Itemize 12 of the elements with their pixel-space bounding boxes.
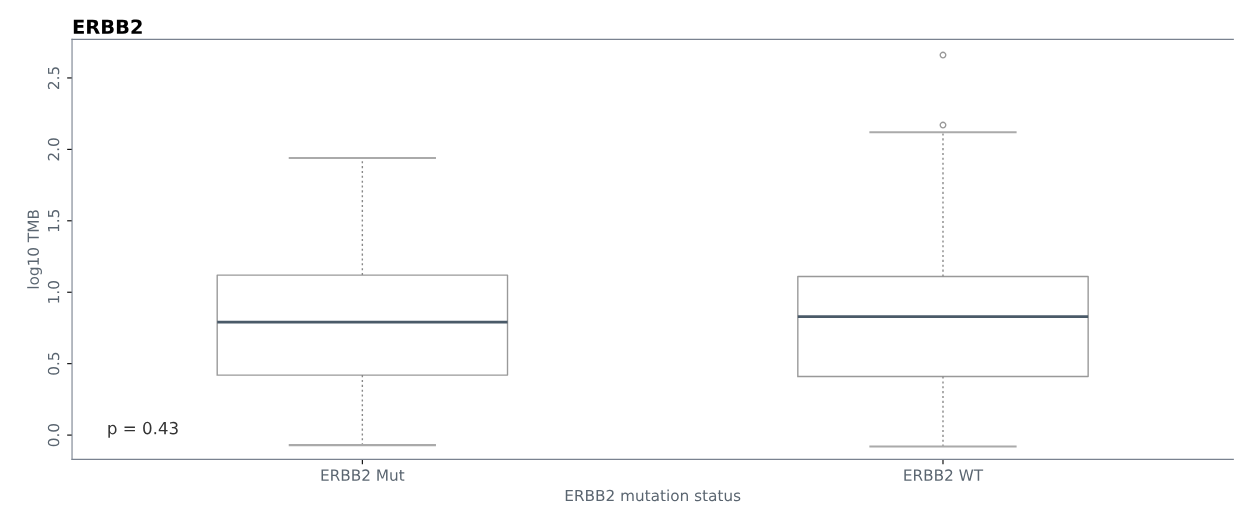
y-tick-label: 2.0 [47, 138, 60, 161]
annotation: p = 0.43 [108, 421, 178, 438]
y-tick-label: 0.5 [47, 352, 60, 375]
y-tick-label: 2.5 [47, 67, 60, 89]
x-tick-label: ERBB2 Mut [321, 469, 405, 481]
y-axis-title: log10 TMB [27, 210, 42, 289]
x-axis-title: ERBB2 mutation status [565, 489, 741, 502]
y-tick-label: 1.0 [47, 281, 60, 303]
y-tick-label: 1.5 [48, 209, 60, 232]
chart-title: ERBB2 [73, 19, 142, 34]
y-tick-label: 0.0 [47, 423, 60, 447]
x-tick-label: ERBB2 WT [904, 469, 984, 481]
